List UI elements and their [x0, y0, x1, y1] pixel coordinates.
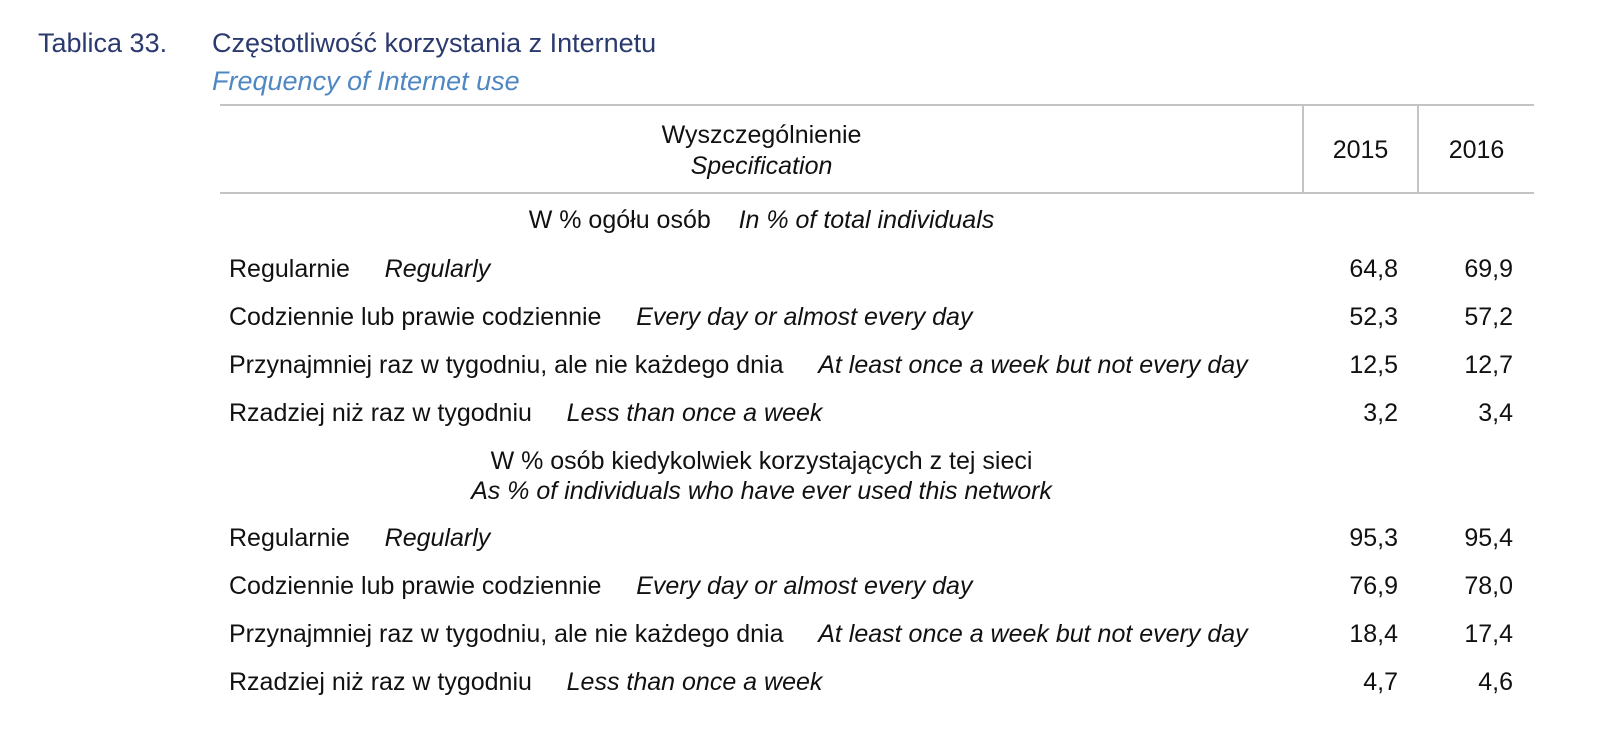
section-heading-en: In % of total individuals [738, 206, 995, 234]
cell-2015: 76,9 [1349, 572, 1398, 600]
table-title: Częstotliwość korzystania z Internetu [212, 28, 657, 58]
table-row: Rzadziej niż raz w tygodniu Less than on… [229, 668, 822, 697]
row-label-en: Every day or almost every day [636, 572, 973, 600]
row-label-en: Regularly [384, 255, 491, 283]
section-heading-pl: W % osób kiedykolwiek korzystających z t… [490, 447, 1033, 475]
row-label-pl: Rzadziej niż raz w tygodniu [229, 399, 532, 427]
table-row: Rzadziej niż raz w tygodniu Less than on… [229, 399, 822, 428]
row-label-en: Less than once a week [566, 399, 823, 427]
cell-2015: 4,7 [1363, 668, 1398, 696]
column-divider-1 [1302, 104, 1304, 194]
row-label-en: Less than once a week [566, 668, 823, 696]
header-spec-pl: Wyszczególnienie [661, 121, 862, 149]
table-top-rule [220, 104, 1534, 106]
table-row: Regularnie Regularly [229, 255, 490, 284]
cell-2016: 17,4 [1464, 620, 1513, 648]
section-heading: W % ogółu osób In % of total individuals [220, 206, 1303, 235]
row-label-pl: Przynajmniej raz w tygodniu, ale nie każ… [229, 351, 784, 379]
table-row: Przynajmniej raz w tygodniu, ale nie każ… [229, 620, 1248, 649]
cell-2016: 57,2 [1464, 303, 1513, 331]
row-label-pl: Przynajmniej raz w tygodniu, ale nie każ… [229, 620, 784, 648]
row-label-pl: Rzadziej niż raz w tygodniu [229, 668, 532, 696]
header-year-2016: 2016 [1448, 136, 1505, 164]
header-year-2015: 2015 [1332, 136, 1389, 164]
section-heading: W % osób kiedykolwiek korzystających z t… [220, 446, 1303, 506]
cell-2016: 12,7 [1464, 351, 1513, 379]
cell-2016: 95,4 [1464, 524, 1513, 552]
table-row: Przynajmniej raz w tygodniu, ale nie każ… [229, 351, 1248, 380]
row-label-en: Regularly [384, 524, 491, 552]
header-spec-en: Specification [690, 152, 833, 180]
row-label-en: At least once a week but not every day [818, 351, 1248, 379]
row-label-pl: Codziennie lub prawie codziennie [229, 572, 602, 600]
table-header-rule [220, 192, 1534, 194]
cell-2015: 18,4 [1349, 620, 1398, 648]
cell-2016: 3,4 [1478, 399, 1513, 427]
table-number: Tablica 33. [38, 28, 168, 58]
row-label-en: Every day or almost every day [636, 303, 973, 331]
row-label-pl: Codziennie lub prawie codziennie [229, 303, 602, 331]
cell-2016: 4,6 [1478, 668, 1513, 696]
column-divider-2 [1417, 104, 1419, 194]
cell-2016: 78,0 [1464, 572, 1513, 600]
section-heading-pl: W % ogółu osób [528, 206, 711, 234]
cell-2015: 12,5 [1349, 351, 1398, 379]
row-label-pl: Regularnie [229, 255, 350, 283]
section-heading-en: As % of individuals who have ever used t… [471, 477, 1052, 505]
cell-2015: 52,3 [1349, 303, 1398, 331]
table-row: Regularnie Regularly [229, 524, 490, 553]
row-label-pl: Regularnie [229, 524, 350, 552]
row-label-en: At least once a week but not every day [818, 620, 1248, 648]
cell-2015: 64,8 [1349, 255, 1398, 283]
header-specification: Wyszczególnienie Specification [220, 120, 1303, 182]
table-row: Codziennie lub prawie codziennie Every d… [229, 303, 972, 332]
table-subtitle: Frequency of Internet use [212, 66, 520, 96]
table-row: Codziennie lub prawie codziennie Every d… [229, 572, 972, 601]
cell-2016: 69,9 [1464, 255, 1513, 283]
cell-2015: 95,3 [1349, 524, 1398, 552]
cell-2015: 3,2 [1363, 399, 1398, 427]
